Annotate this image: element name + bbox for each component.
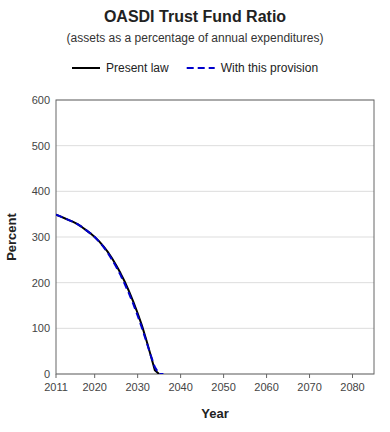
x-axis-label: Year — [201, 406, 228, 421]
y-tick-label: 0 — [44, 368, 50, 380]
legend-swatch — [72, 67, 100, 69]
y-tick-label: 400 — [32, 185, 50, 197]
x-tick — [309, 374, 310, 378]
grid-line — [56, 282, 374, 283]
x-tick-label: 2011 — [44, 381, 68, 393]
y-tick-label: 100 — [32, 322, 50, 334]
x-tick-label: 2060 — [254, 381, 278, 393]
x-tick-label: 2040 — [168, 381, 192, 393]
x-tick — [223, 374, 224, 378]
x-tick — [137, 374, 138, 378]
x-tick-label: 2080 — [340, 381, 364, 393]
legend-label: Present law — [106, 61, 169, 75]
grid-line — [56, 191, 374, 192]
legend-swatch — [187, 67, 215, 69]
lines — [56, 215, 163, 374]
subtitle: (assets as a percentage of annual expend… — [67, 31, 324, 45]
x-tick-label: 2070 — [297, 381, 321, 393]
y-tick-label: 200 — [32, 277, 50, 289]
x-tick-label: 2020 — [82, 381, 106, 393]
plot-frame — [56, 100, 374, 374]
x-tick — [94, 374, 95, 378]
x-tick — [56, 374, 57, 378]
series-line — [56, 215, 159, 374]
x-tick — [352, 374, 353, 378]
legend: Present law With this provision — [72, 61, 318, 75]
x-tick — [180, 374, 181, 378]
y-tick-label: 500 — [32, 140, 50, 152]
title: OASDI Trust Fund Ratio — [104, 8, 286, 25]
plot-area — [56, 100, 374, 374]
y-tick-label: 600 — [32, 94, 50, 106]
x-tick — [266, 374, 267, 378]
grid-line — [56, 145, 374, 146]
x-tick-label: 2030 — [125, 381, 149, 393]
grid-line — [56, 237, 374, 238]
y-axis-label: Percent — [4, 212, 19, 260]
series-line — [56, 215, 163, 374]
y-tick-label: 300 — [32, 231, 50, 243]
x-tick-label: 2050 — [211, 381, 235, 393]
grid-line — [56, 328, 374, 329]
legend-label: With this provision — [221, 61, 318, 75]
